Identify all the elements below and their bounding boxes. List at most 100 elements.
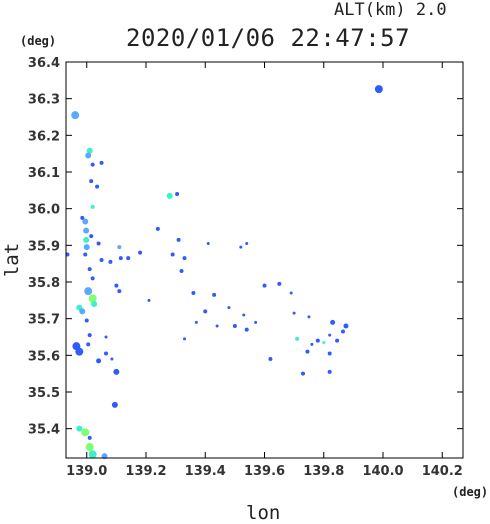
- data-point: [330, 319, 336, 325]
- data-point: [83, 236, 90, 243]
- data-point: [227, 306, 231, 310]
- y-tick-label: 35.6: [28, 349, 60, 364]
- timestamp: 2020/01/06 22:47:57: [126, 24, 411, 52]
- data-point: [301, 371, 306, 376]
- data-point: [262, 283, 267, 288]
- data-point: [170, 252, 175, 257]
- data-point: [83, 244, 90, 251]
- data-point: [71, 111, 80, 120]
- data-point: [277, 281, 282, 286]
- data-point: [343, 323, 349, 329]
- y-tick-label: 35.9: [28, 239, 60, 254]
- data-point: [76, 425, 83, 432]
- data-point: [327, 369, 332, 374]
- data-point: [79, 308, 86, 315]
- data-point: [90, 204, 95, 209]
- data-point: [95, 184, 100, 189]
- x-tick-label: 139.4: [185, 464, 226, 479]
- data-point: [191, 291, 196, 295]
- data-point: [147, 298, 151, 302]
- data-point: [117, 289, 122, 294]
- data-point: [103, 351, 108, 356]
- x-tick-label: 140.2: [422, 464, 463, 479]
- data-point: [126, 256, 131, 261]
- data-point: [322, 341, 326, 344]
- y-tick-label: 35.5: [28, 386, 60, 401]
- data-point: [85, 152, 92, 159]
- y-tick-label: 36.3: [28, 93, 60, 108]
- data-point: [114, 283, 119, 288]
- data-point: [232, 324, 237, 328]
- data-point: [305, 349, 310, 354]
- data-point: [87, 435, 92, 440]
- data-point: [239, 245, 243, 249]
- data-point: [108, 259, 113, 264]
- data-point: [81, 428, 90, 437]
- data-point: [86, 147, 93, 154]
- x-tick-label: 139.6: [244, 464, 285, 479]
- ticks-layer: 139.0 139.2 139.4 139.6 139.8 140.0 140.2 35.4 3…: [28, 56, 463, 479]
- x-axis-label: lon: [246, 502, 281, 524]
- data-point: [83, 227, 90, 234]
- data-point: [87, 333, 92, 338]
- data-point: [328, 333, 332, 337]
- data-point: [245, 242, 249, 245]
- data-point: [166, 192, 173, 199]
- data-point: [295, 336, 300, 341]
- data-point: [327, 351, 332, 356]
- data-point: [268, 357, 273, 361]
- x-tick-label: 139.0: [66, 464, 107, 479]
- data-point: [215, 324, 219, 328]
- data-point: [179, 269, 184, 273]
- data-point: [90, 162, 95, 167]
- data-point: [374, 85, 383, 94]
- y-tick-label: 36.4: [28, 56, 60, 71]
- data-point: [84, 287, 93, 296]
- data-point: [206, 242, 210, 245]
- data-point: [75, 347, 84, 356]
- data-point: [194, 320, 198, 324]
- data-point: [307, 315, 311, 319]
- data-point: [85, 443, 94, 451]
- data-point: [155, 226, 160, 231]
- y-axis-unit: (deg): [20, 34, 57, 48]
- data-point: [341, 329, 346, 334]
- y-tick-label: 35.4: [28, 423, 60, 438]
- data-point: [96, 241, 101, 246]
- y-tick-label: 35.8: [28, 276, 60, 291]
- altitude-label: ALT(km) 2.0: [334, 0, 447, 20]
- data-point: [110, 357, 114, 361]
- data-point: [96, 358, 102, 364]
- data-point: [118, 256, 123, 261]
- data-point: [83, 252, 88, 257]
- data-point: [310, 342, 314, 346]
- data-point: [176, 237, 181, 242]
- data-point: [89, 179, 94, 184]
- data-point: [104, 335, 108, 339]
- data-point: [335, 338, 340, 343]
- data-point: [289, 291, 293, 295]
- data-point: [138, 250, 143, 255]
- x-tick-label: 140.0: [362, 464, 403, 479]
- data-point: [212, 292, 217, 297]
- y-tick-label: 36.1: [28, 166, 60, 181]
- data-point: [315, 338, 320, 343]
- data-point: [254, 320, 258, 324]
- points-layer: [65, 85, 383, 460]
- plot-frame: [65, 61, 464, 459]
- data-point: [90, 276, 95, 281]
- data-point: [86, 342, 91, 347]
- data-point: [113, 368, 120, 375]
- data-point: [175, 192, 180, 196]
- data-point: [87, 267, 92, 272]
- x-axis-unit: (deg): [452, 485, 489, 499]
- data-point: [82, 218, 89, 225]
- data-point: [111, 401, 118, 408]
- data-point: [242, 313, 246, 317]
- data-point: [292, 311, 296, 315]
- y-tick-label: 35.7: [28, 313, 60, 328]
- data-point: [88, 450, 97, 459]
- y-tick-label: 36.2: [28, 129, 60, 144]
- x-tick-label: 139.8: [303, 464, 344, 479]
